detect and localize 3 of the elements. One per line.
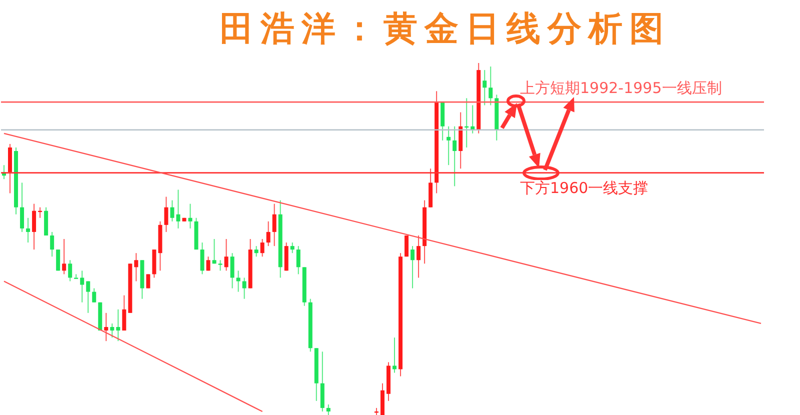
legend-label: 下方1960一线支撑	[520, 178, 648, 197]
chart-title: 田浩洋：黄金日线分析图	[218, 8, 672, 51]
ref-line-label: 上方短期1992-1995一线压制	[520, 79, 722, 98]
